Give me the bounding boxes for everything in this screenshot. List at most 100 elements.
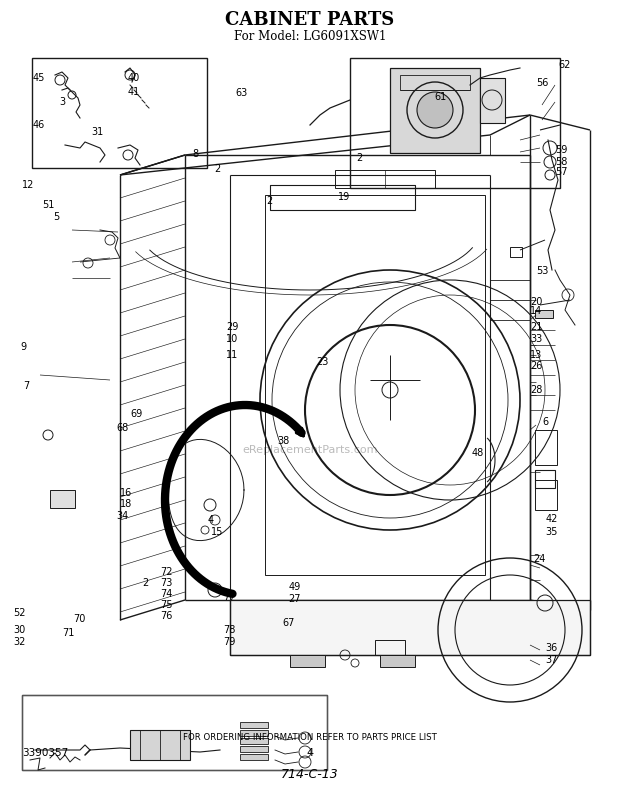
Text: 4: 4 xyxy=(306,748,314,758)
Bar xyxy=(335,170,435,188)
Text: 21: 21 xyxy=(530,322,542,332)
Bar xyxy=(290,655,325,667)
Text: 33: 33 xyxy=(530,334,542,344)
Text: 42: 42 xyxy=(546,514,558,523)
Text: 45: 45 xyxy=(32,73,45,83)
Text: 27: 27 xyxy=(288,594,301,604)
Text: 15: 15 xyxy=(211,527,223,537)
Text: 2: 2 xyxy=(143,578,149,588)
Text: 5: 5 xyxy=(53,212,59,221)
Text: 28: 28 xyxy=(530,385,542,395)
Text: 34: 34 xyxy=(117,511,129,521)
Text: 37: 37 xyxy=(546,656,558,665)
Text: 9: 9 xyxy=(20,342,27,351)
Text: 59: 59 xyxy=(555,145,567,154)
Text: 12: 12 xyxy=(22,180,34,190)
Bar xyxy=(240,746,268,752)
Text: 18: 18 xyxy=(120,500,132,509)
Bar xyxy=(270,185,415,210)
Bar xyxy=(240,754,268,760)
Text: 14: 14 xyxy=(530,307,542,316)
Text: 19: 19 xyxy=(338,192,350,202)
Text: For Model: LG6091XSW1: For Model: LG6091XSW1 xyxy=(234,29,386,43)
Bar xyxy=(400,75,470,90)
Bar xyxy=(480,78,505,123)
Text: 63: 63 xyxy=(236,88,248,98)
Text: 36: 36 xyxy=(546,643,558,652)
Bar xyxy=(22,695,327,770)
Text: 6: 6 xyxy=(542,417,549,426)
Text: 67: 67 xyxy=(282,618,294,627)
Text: 3390357: 3390357 xyxy=(22,748,68,758)
Text: 73: 73 xyxy=(160,578,172,588)
Text: 40: 40 xyxy=(127,73,140,83)
Text: 2: 2 xyxy=(267,196,273,206)
Bar xyxy=(240,722,268,728)
Bar xyxy=(535,480,557,510)
Bar xyxy=(230,600,590,655)
Text: 70: 70 xyxy=(73,615,86,624)
Text: 61: 61 xyxy=(434,92,446,102)
Text: 41: 41 xyxy=(127,87,140,97)
Text: 69: 69 xyxy=(130,409,143,418)
Text: 38: 38 xyxy=(278,437,290,446)
Text: 78: 78 xyxy=(223,626,236,635)
Text: 7: 7 xyxy=(24,381,30,391)
Text: 30: 30 xyxy=(14,626,26,635)
Text: 26: 26 xyxy=(530,362,542,371)
Text: 29: 29 xyxy=(226,322,239,332)
Text: 4: 4 xyxy=(208,515,214,525)
Bar xyxy=(535,470,555,488)
Bar xyxy=(22,695,327,770)
Text: 8: 8 xyxy=(192,149,198,158)
Text: 72: 72 xyxy=(160,567,172,577)
Text: 46: 46 xyxy=(32,120,45,129)
Text: 74: 74 xyxy=(160,589,172,599)
Text: 11: 11 xyxy=(226,350,239,359)
Text: 51: 51 xyxy=(42,200,55,210)
Text: 2: 2 xyxy=(356,153,363,162)
Text: 48: 48 xyxy=(471,448,484,458)
Text: 3: 3 xyxy=(59,98,65,107)
Bar xyxy=(535,430,557,465)
Bar xyxy=(50,490,75,508)
Bar xyxy=(390,68,480,153)
Text: 35: 35 xyxy=(546,527,558,537)
Text: 32: 32 xyxy=(14,637,26,647)
Text: eReplacementParts.com: eReplacementParts.com xyxy=(242,445,378,455)
Text: 52: 52 xyxy=(14,608,26,618)
Text: 62: 62 xyxy=(558,60,570,69)
Ellipse shape xyxy=(417,92,453,128)
Text: 2: 2 xyxy=(214,165,220,174)
Text: CABINET PARTS: CABINET PARTS xyxy=(226,11,394,29)
Text: 49: 49 xyxy=(288,582,301,592)
Text: 68: 68 xyxy=(117,423,129,433)
Bar xyxy=(32,58,207,168)
Text: 75: 75 xyxy=(160,600,172,610)
Bar xyxy=(240,730,268,736)
Bar xyxy=(380,655,415,667)
Text: 77: 77 xyxy=(223,592,236,601)
Text: 56: 56 xyxy=(536,78,549,87)
Text: 79: 79 xyxy=(223,637,236,647)
Bar xyxy=(375,640,405,655)
Bar xyxy=(535,310,553,318)
Bar xyxy=(130,730,190,760)
Text: 10: 10 xyxy=(226,334,239,344)
Bar xyxy=(240,738,268,744)
Text: 23: 23 xyxy=(316,358,329,367)
Bar xyxy=(510,247,522,257)
Text: 76: 76 xyxy=(160,611,172,621)
Text: 58: 58 xyxy=(555,157,567,166)
Text: 20: 20 xyxy=(530,297,542,307)
Text: 16: 16 xyxy=(120,488,132,497)
Text: 714-C-13: 714-C-13 xyxy=(281,768,339,780)
Bar xyxy=(265,195,485,575)
Text: 13: 13 xyxy=(530,350,542,359)
Bar xyxy=(350,58,560,188)
Text: 57: 57 xyxy=(555,167,567,177)
Text: 31: 31 xyxy=(92,128,104,137)
Text: 71: 71 xyxy=(62,628,74,637)
Text: 53: 53 xyxy=(536,266,549,276)
Text: FOR ORDERING INFORMATION REFER TO PARTS PRICE LIST: FOR ORDERING INFORMATION REFER TO PARTS … xyxy=(183,733,437,742)
